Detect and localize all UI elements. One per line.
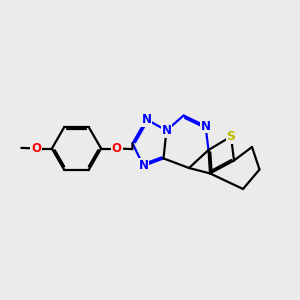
Text: N: N — [138, 159, 148, 172]
Text: O: O — [112, 142, 122, 155]
Text: N: N — [141, 113, 152, 126]
Text: N: N — [200, 119, 211, 133]
Text: O: O — [31, 142, 41, 155]
Text: N: N — [161, 124, 172, 137]
Text: S: S — [226, 130, 236, 143]
